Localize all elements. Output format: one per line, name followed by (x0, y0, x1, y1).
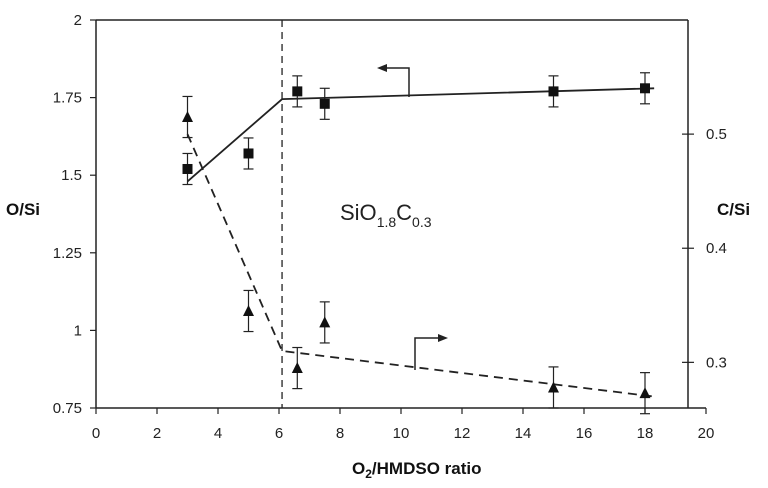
x-tick-label: 18 (637, 425, 654, 442)
x-tick-label: 6 (275, 425, 283, 442)
o-si-point (548, 86, 559, 97)
c-si-point (182, 111, 193, 122)
y-left-tick-label: 0.75 (53, 400, 82, 417)
plot-frame (95, 19, 706, 409)
x-tick-label: 12 (454, 425, 471, 442)
o-si-point (243, 148, 254, 159)
y-left-tick-label: 1.25 (53, 245, 82, 262)
x-tick-label: 20 (698, 425, 715, 442)
x-tick-label: 14 (515, 425, 532, 442)
o-si-point (640, 83, 650, 94)
y-left-tick-label: 1.75 (53, 90, 82, 107)
y-left-ticks: 0.75 1 1.25 1.5 1.75 2 (53, 12, 96, 417)
y-left-tick-label: 1 (74, 322, 82, 339)
y-right-tick-label: 0.3 (706, 354, 727, 371)
c-si-point (319, 316, 331, 328)
x-tick-label: 4 (214, 425, 222, 442)
y-right-tick-label: 0.4 (706, 240, 727, 257)
y-axis-right-label: C/Si (717, 200, 750, 219)
x-tick-label: 8 (336, 425, 344, 442)
x-tick-label: 2 (153, 425, 161, 442)
x-tick-label: 0 (92, 425, 100, 442)
x-axis-label: O2/HMDSO ratio (352, 459, 481, 481)
c-si-point (639, 387, 651, 399)
y-axis-left-label: O/Si (6, 200, 40, 219)
fit-lines (186, 87, 655, 398)
c-si-fit-line (186, 133, 655, 398)
data-markers (182, 72, 651, 415)
x-ticks: 0 2 4 6 8 10 12 14 16 18 20 (92, 408, 715, 442)
c-si-point (548, 381, 559, 393)
o-si-point (182, 163, 193, 174)
x-tick-label: 16 (576, 425, 593, 442)
x-tick-label: 10 (393, 425, 410, 442)
o-si-fit-line (186, 87, 655, 183)
y-right-tick-label: 0.5 (706, 126, 727, 143)
y-left-tick-label: 2 (74, 12, 82, 29)
c-si-point (291, 362, 303, 374)
right-axis-arrow (414, 334, 448, 370)
c-si-point (243, 305, 254, 316)
o-si-point (292, 86, 303, 97)
y-left-tick-label: 1.5 (61, 167, 82, 184)
y-right-ticks: 0.3 0.4 0.5 (682, 126, 727, 371)
o-si-point (319, 98, 330, 109)
composition-annotation: SiO1.8C0.3 (340, 200, 432, 230)
left-axis-arrow (377, 64, 410, 97)
